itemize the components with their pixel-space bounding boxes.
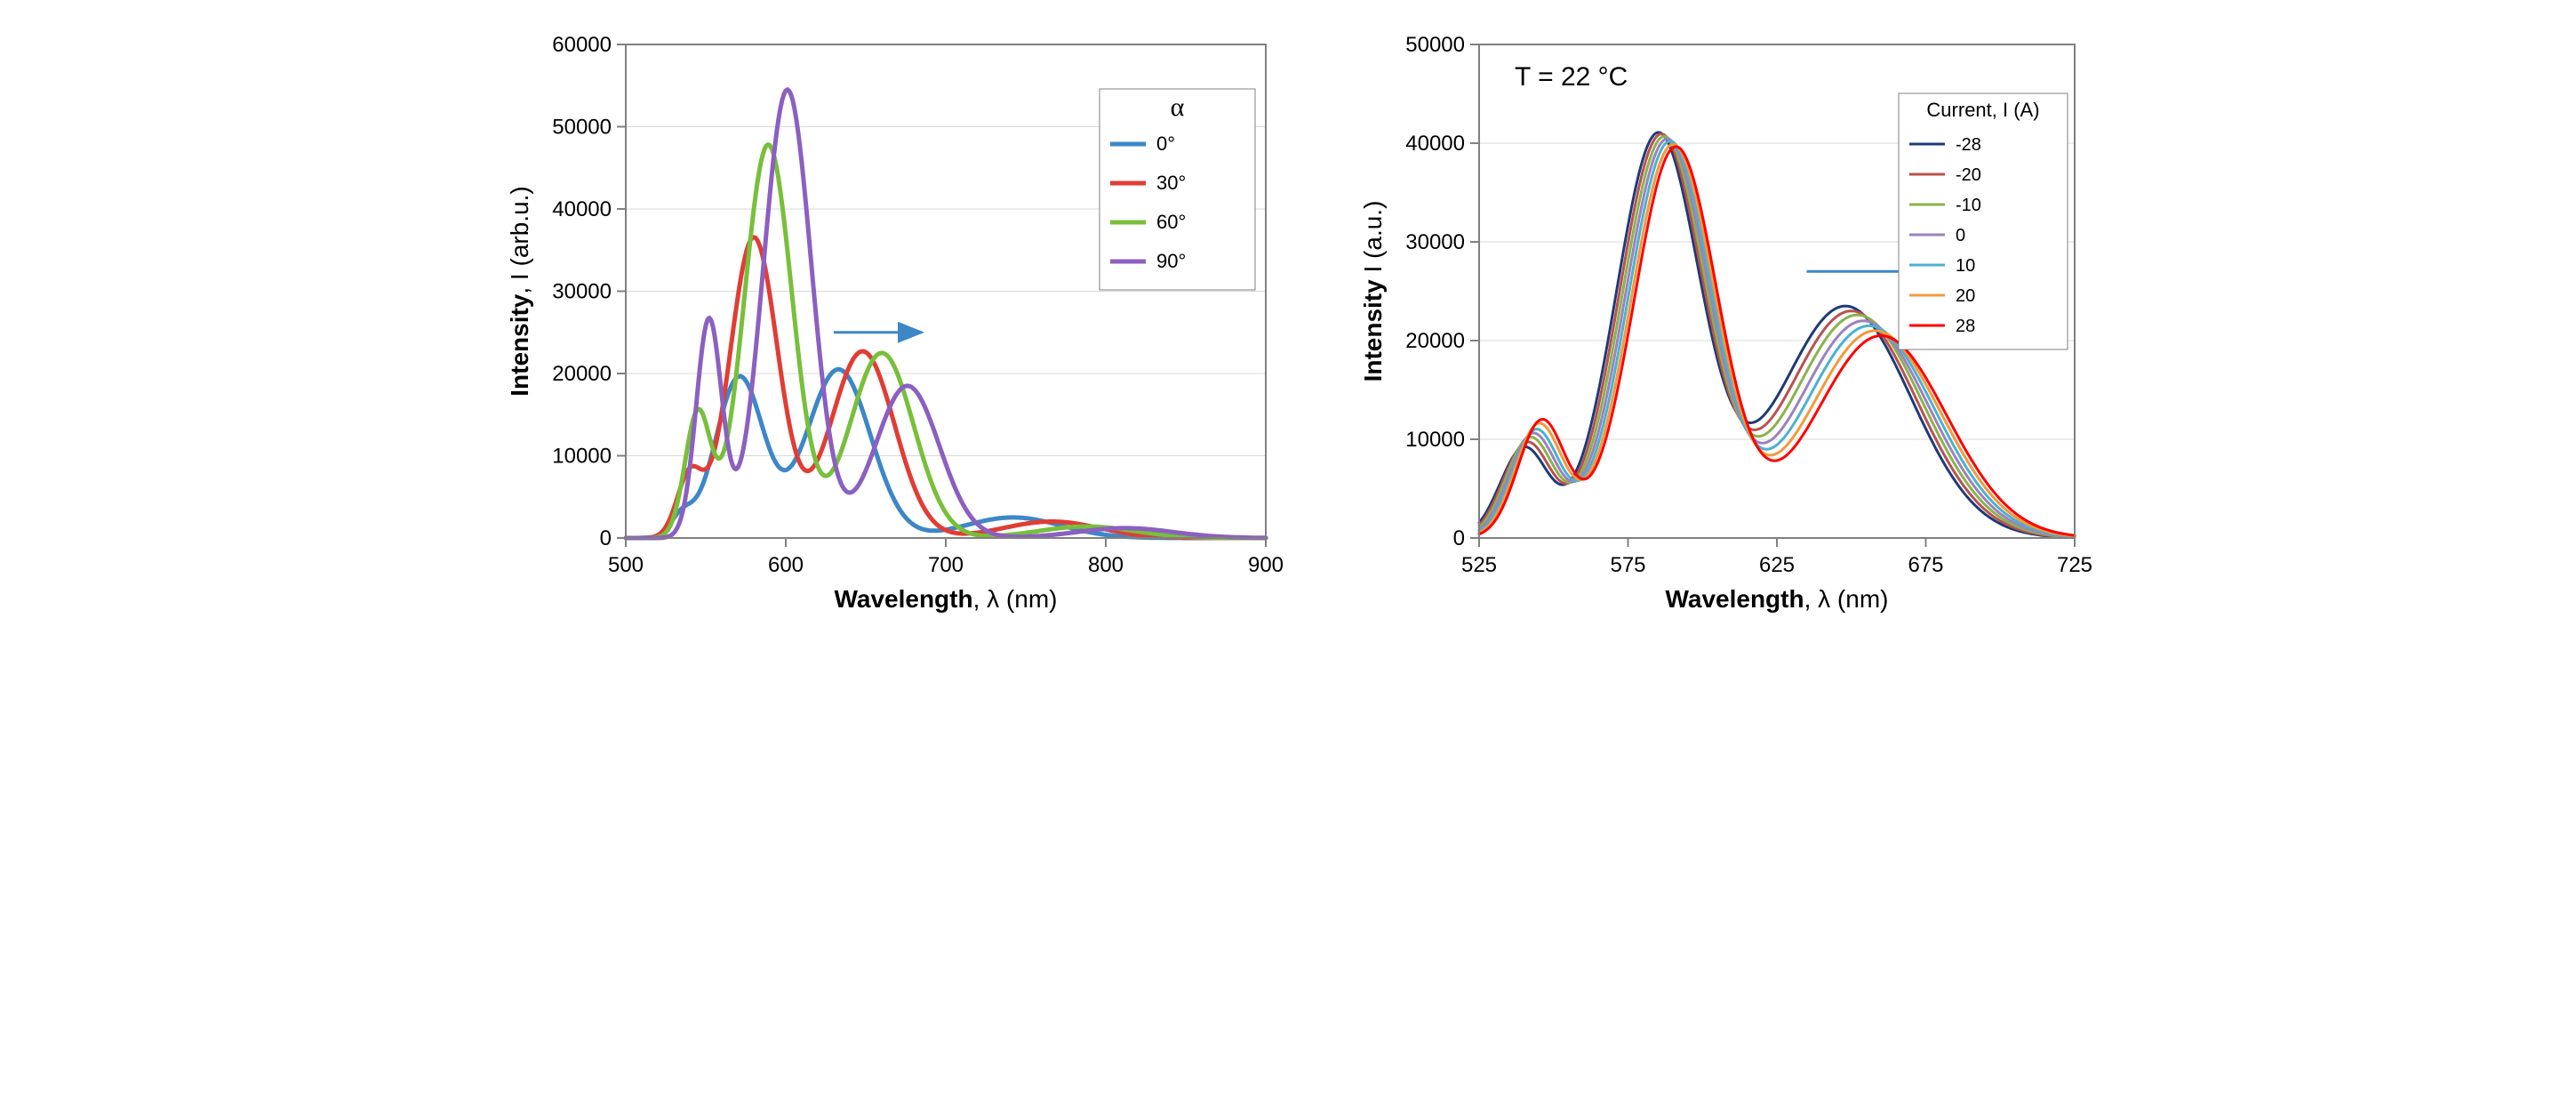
legend-label: 20 (1956, 286, 1975, 306)
legend-label: 90° (1156, 250, 1186, 272)
y-tick-label: 30000 (552, 280, 612, 304)
legend-label: -20 (1956, 165, 1981, 185)
x-tick-label: 575 (1610, 553, 1645, 577)
legend-title: Current, I (A) (1926, 99, 2039, 121)
legend-label: 30° (1156, 172, 1186, 194)
temperature-annotation: T = 22 °C (1515, 62, 1628, 92)
x-tick-label: 675 (1908, 553, 1943, 577)
right-chart: 525 575 625 675 725 0 10000 20000 30000 40000 5000… (1337, 18, 2092, 640)
y-tick-label: 10000 (1405, 428, 1465, 452)
x-tick-label: 900 (1248, 553, 1284, 577)
y-axis-label: Intensity, I (arb.u.) (506, 186, 533, 397)
x-tick-label: 500 (608, 553, 644, 577)
y-tick-label: 30000 (1405, 230, 1465, 254)
legend-label: 60° (1156, 211, 1186, 233)
y-tick-label: 20000 (1405, 329, 1465, 353)
y-tick-label: 0 (1453, 526, 1465, 550)
legend: Current, I (A) -28 -20 -10 0 10 20 28 (1899, 93, 2068, 349)
y-tick-label: 40000 (552, 197, 612, 221)
x-tick-label: 625 (1759, 553, 1795, 577)
x-axis-label: Wavelength, λ (nm) (1666, 585, 1889, 613)
y-tick-label: 60000 (552, 33, 612, 57)
legend-label: -28 (1956, 135, 1981, 155)
legend-label: 10 (1956, 256, 1975, 276)
legend-label: 28 (1956, 317, 1975, 336)
x-axis-label: Wavelength, λ (nm) (835, 585, 1058, 613)
x-tick-label: 525 (1461, 553, 1497, 577)
legend-label: 0° (1156, 132, 1175, 155)
y-tick-label: 10000 (552, 445, 612, 469)
legend-title: α (1171, 92, 1185, 122)
y-tick-label: 0 (600, 526, 612, 550)
legend: α 0° 30° 60° 90° (1100, 89, 1255, 290)
x-tick-label: 700 (928, 553, 964, 577)
x-tick-label: 725 (2057, 553, 2092, 577)
left-chart: 500 600 700 800 900 0 10000 20000 30000 40000 5000… (484, 18, 1284, 640)
legend-label: 0 (1956, 226, 1965, 245)
y-tick-label: 50000 (552, 116, 612, 140)
x-tick-label: 800 (1088, 553, 1124, 577)
y-tick-label: 20000 (552, 362, 612, 386)
y-tick-label: 40000 (1405, 132, 1465, 156)
x-tick-label: 600 (768, 553, 804, 577)
legend-label: -10 (1956, 196, 1981, 215)
y-axis-label: Intensity I (a.u.) (1359, 201, 1387, 382)
y-tick-label: 50000 (1405, 33, 1465, 57)
